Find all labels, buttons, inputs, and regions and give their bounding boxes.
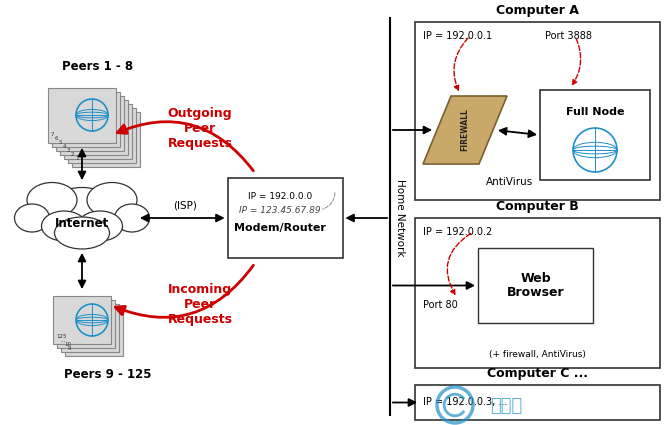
Text: Computer C ...: Computer C ... xyxy=(487,367,588,380)
Text: (+ firewall, AntiVirus): (+ firewall, AntiVirus) xyxy=(489,349,586,359)
Text: 6: 6 xyxy=(55,136,59,142)
Ellipse shape xyxy=(87,182,137,218)
Text: (ISP): (ISP) xyxy=(173,200,197,210)
Text: IP = 192.0.0.1: IP = 192.0.0.1 xyxy=(423,31,492,41)
Bar xyxy=(72,111,140,167)
Bar xyxy=(415,218,660,368)
Text: Home Network: Home Network xyxy=(395,179,405,257)
Text: Port 80: Port 80 xyxy=(423,300,458,310)
Bar xyxy=(53,296,111,344)
Text: FIREWALL: FIREWALL xyxy=(460,108,469,151)
Bar xyxy=(61,304,119,352)
Ellipse shape xyxy=(27,182,77,218)
Bar xyxy=(56,96,124,150)
Text: Peers 1 - 8: Peers 1 - 8 xyxy=(62,60,133,73)
Polygon shape xyxy=(423,96,507,164)
Text: Computer A: Computer A xyxy=(496,4,579,17)
Text: 4: 4 xyxy=(63,144,66,150)
Text: 1: 1 xyxy=(75,156,78,162)
Text: Computer B: Computer B xyxy=(496,200,579,213)
Text: IP = 192.0.0.3, ...: IP = 192.0.0.3, ... xyxy=(423,397,507,408)
Text: Port 3888: Port 3888 xyxy=(545,31,592,41)
Ellipse shape xyxy=(47,187,117,232)
Text: Modem/Router: Modem/Router xyxy=(234,223,326,233)
Ellipse shape xyxy=(41,211,86,241)
Bar xyxy=(415,385,660,420)
Text: AntiVirus: AntiVirus xyxy=(486,177,533,187)
Text: Internet: Internet xyxy=(55,216,109,230)
Text: 7: 7 xyxy=(51,133,55,138)
Text: 10: 10 xyxy=(64,342,71,347)
Bar xyxy=(540,90,650,180)
Text: 昕阳网: 昕阳网 xyxy=(490,397,522,415)
Bar xyxy=(64,104,132,159)
Text: Outgoing
Peer
Requests: Outgoing Peer Requests xyxy=(168,107,233,150)
Text: 2: 2 xyxy=(71,153,74,158)
Text: 9: 9 xyxy=(68,346,72,351)
Bar xyxy=(57,300,115,348)
Bar xyxy=(68,108,136,162)
Text: IP = 192.0.0.0: IP = 192.0.0.0 xyxy=(248,192,312,201)
Text: IP = 123.45.67.89: IP = 123.45.67.89 xyxy=(239,206,321,215)
Bar xyxy=(227,178,342,258)
Text: 3: 3 xyxy=(67,148,70,153)
Bar xyxy=(478,248,593,323)
Bar xyxy=(415,22,660,200)
Ellipse shape xyxy=(15,204,49,232)
Text: 125: 125 xyxy=(56,334,66,339)
Text: Web
Browser: Web Browser xyxy=(507,272,565,300)
Text: ...: ... xyxy=(60,338,65,343)
Text: IP = 192.0.0.2: IP = 192.0.0.2 xyxy=(423,227,492,237)
Bar xyxy=(60,99,128,155)
Ellipse shape xyxy=(78,211,122,241)
Ellipse shape xyxy=(55,217,110,249)
Text: Full Node: Full Node xyxy=(566,107,624,117)
Bar xyxy=(52,91,120,147)
Text: Peers 9 - 125: Peers 9 - 125 xyxy=(64,368,152,381)
Bar xyxy=(65,308,123,356)
Bar xyxy=(48,88,116,142)
Text: Incoming
Peer
Requests: Incoming Peer Requests xyxy=(168,283,233,326)
Text: 5: 5 xyxy=(59,141,63,145)
Ellipse shape xyxy=(114,204,150,232)
